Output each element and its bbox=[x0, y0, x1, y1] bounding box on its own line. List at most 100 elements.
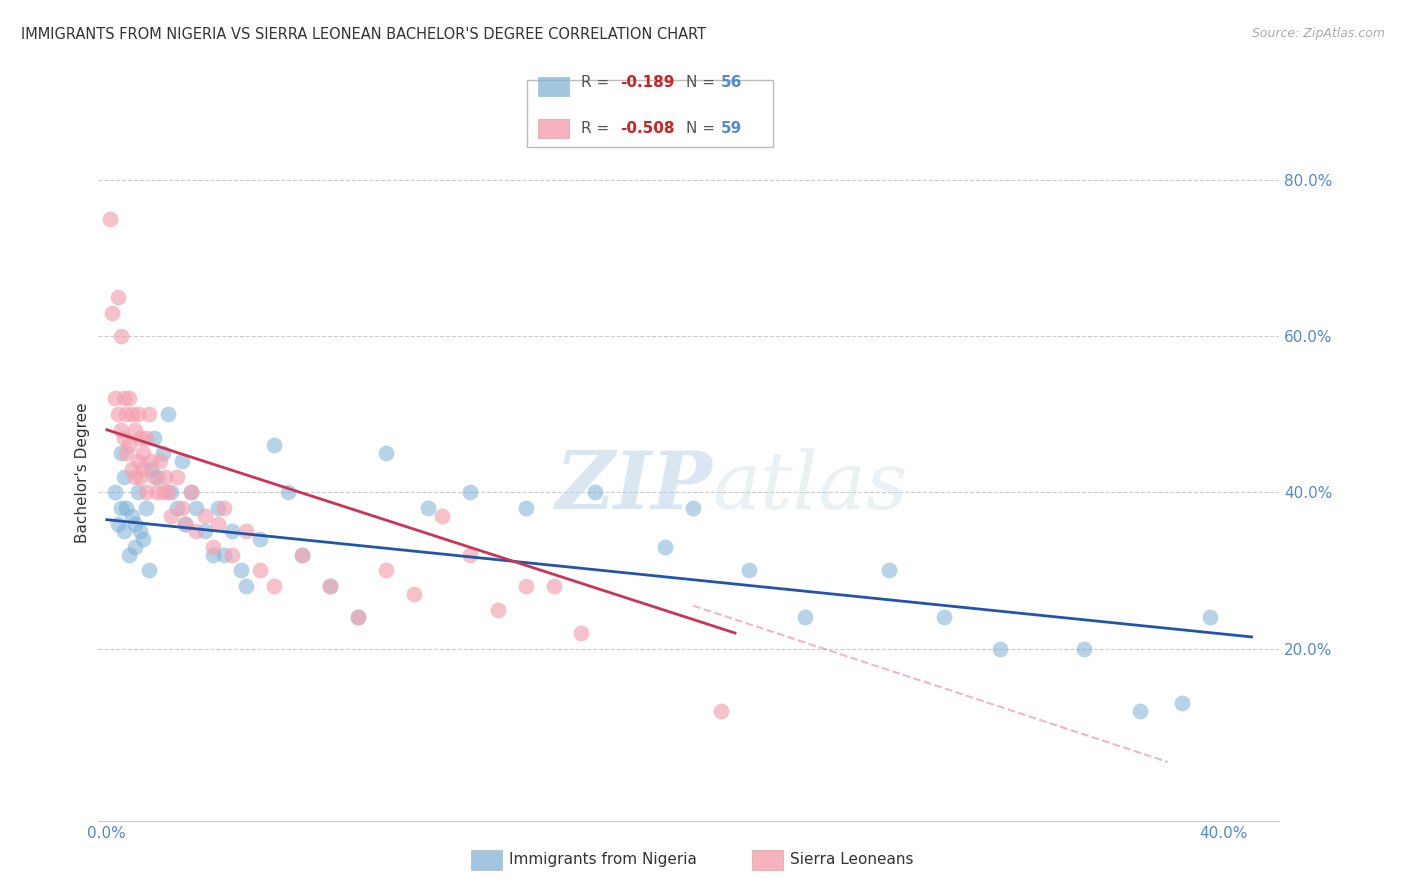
Text: R =: R = bbox=[581, 75, 614, 89]
Point bbox=[112, 431, 135, 445]
Point bbox=[515, 500, 537, 515]
Point bbox=[132, 462, 155, 476]
Point bbox=[124, 516, 146, 531]
Point bbox=[193, 524, 215, 539]
Point bbox=[249, 532, 271, 546]
Point bbox=[138, 564, 160, 578]
Point bbox=[193, 508, 215, 523]
Point bbox=[143, 431, 166, 445]
Point bbox=[174, 516, 197, 531]
Point bbox=[201, 548, 224, 562]
Point bbox=[375, 564, 398, 578]
Point bbox=[110, 423, 132, 437]
Text: N =: N = bbox=[686, 121, 720, 136]
Point bbox=[416, 500, 439, 515]
Text: 56: 56 bbox=[721, 75, 742, 89]
Point bbox=[263, 579, 285, 593]
Point bbox=[127, 485, 149, 500]
Point bbox=[121, 508, 143, 523]
Point bbox=[166, 500, 188, 515]
Text: atlas: atlas bbox=[713, 448, 908, 525]
Point bbox=[710, 704, 733, 718]
Point bbox=[127, 407, 149, 421]
Point bbox=[1129, 704, 1152, 718]
Point bbox=[375, 446, 398, 460]
Point bbox=[118, 438, 141, 452]
Point bbox=[515, 579, 537, 593]
Point bbox=[124, 540, 146, 554]
Point bbox=[180, 485, 202, 500]
Point bbox=[124, 469, 146, 483]
Point bbox=[263, 438, 285, 452]
Point bbox=[129, 469, 152, 483]
Point bbox=[207, 516, 229, 531]
Point bbox=[347, 610, 370, 624]
Point bbox=[207, 500, 229, 515]
Point bbox=[486, 602, 509, 616]
Point bbox=[98, 211, 121, 226]
Point bbox=[135, 485, 157, 500]
Point bbox=[146, 469, 169, 483]
Point bbox=[104, 392, 127, 406]
Point bbox=[877, 564, 900, 578]
Point bbox=[160, 508, 183, 523]
Point bbox=[738, 564, 761, 578]
Point bbox=[112, 392, 135, 406]
Point bbox=[104, 485, 127, 500]
Point bbox=[157, 407, 180, 421]
Point bbox=[115, 500, 138, 515]
Point bbox=[143, 469, 166, 483]
Point bbox=[174, 516, 197, 531]
Text: Source: ZipAtlas.com: Source: ZipAtlas.com bbox=[1251, 27, 1385, 40]
Point bbox=[149, 454, 172, 468]
Point bbox=[229, 564, 252, 578]
Point bbox=[319, 579, 342, 593]
Point bbox=[121, 462, 143, 476]
Point bbox=[121, 407, 143, 421]
Point bbox=[141, 454, 163, 468]
Point bbox=[988, 641, 1011, 656]
Point bbox=[146, 485, 169, 500]
Text: R =: R = bbox=[581, 121, 614, 136]
Point bbox=[543, 579, 565, 593]
Point bbox=[110, 500, 132, 515]
Point bbox=[166, 469, 188, 483]
Point bbox=[107, 290, 129, 304]
Point bbox=[235, 579, 257, 593]
Y-axis label: Bachelor's Degree: Bachelor's Degree bbox=[75, 402, 90, 543]
Text: -0.189: -0.189 bbox=[620, 75, 675, 89]
Text: Immigrants from Nigeria: Immigrants from Nigeria bbox=[509, 853, 697, 867]
Point bbox=[115, 407, 138, 421]
Point bbox=[201, 540, 224, 554]
Point bbox=[291, 548, 314, 562]
Point bbox=[155, 469, 177, 483]
Point bbox=[127, 454, 149, 468]
Text: -0.508: -0.508 bbox=[620, 121, 675, 136]
Point bbox=[347, 610, 370, 624]
Point bbox=[180, 485, 202, 500]
Point bbox=[118, 392, 141, 406]
Point bbox=[458, 548, 481, 562]
Point bbox=[112, 524, 135, 539]
Point bbox=[129, 431, 152, 445]
Point bbox=[212, 548, 235, 562]
Point bbox=[186, 500, 208, 515]
Point bbox=[107, 516, 129, 531]
Point bbox=[101, 305, 124, 319]
Point bbox=[172, 454, 194, 468]
Point bbox=[132, 446, 155, 460]
Point bbox=[291, 548, 314, 562]
Point bbox=[107, 407, 129, 421]
Point bbox=[221, 524, 243, 539]
Point bbox=[135, 500, 157, 515]
Point bbox=[1198, 610, 1220, 624]
Point bbox=[152, 446, 174, 460]
Point bbox=[152, 485, 174, 500]
Point bbox=[682, 500, 704, 515]
Point bbox=[221, 548, 243, 562]
Point bbox=[934, 610, 956, 624]
Point bbox=[402, 587, 425, 601]
Point bbox=[277, 485, 299, 500]
Point bbox=[141, 462, 163, 476]
Point bbox=[793, 610, 815, 624]
